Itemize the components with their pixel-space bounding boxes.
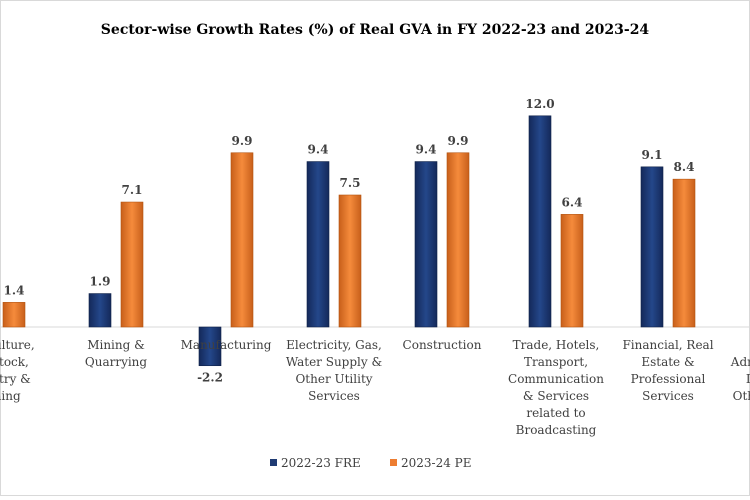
data-label: 12.0	[525, 97, 554, 111]
data-label: 8.4	[674, 160, 695, 174]
data-label: -2.2	[197, 371, 223, 385]
data-label: 9.1	[642, 148, 663, 162]
category-label: Defence &	[746, 372, 750, 386]
category-label: related to	[526, 406, 585, 420]
chart-title: Sector-wise Growth Rates (%) of Real GVA…	[101, 22, 650, 38]
category-label: Transport,	[524, 355, 588, 369]
data-label: 9.4	[416, 143, 437, 157]
bar-pe	[338, 194, 362, 328]
data-label: 6.4	[562, 195, 583, 209]
category-label: Forestry &	[0, 372, 31, 386]
category-label: Services	[642, 389, 694, 403]
bar-fre	[306, 161, 330, 328]
category-label: Manufacturing	[181, 338, 272, 352]
bar-pe	[560, 214, 584, 328]
legend-swatch-pe	[390, 459, 397, 466]
bar-fre	[88, 293, 112, 328]
legend: 2022-23 FRE 2023-24 PE	[270, 456, 472, 470]
category-label: Trade, Hotels,	[513, 338, 600, 352]
legend-label-pe: 2023-24 PE	[401, 456, 472, 470]
bar-pe	[2, 302, 26, 328]
data-label: 7.5	[340, 176, 361, 190]
legend-label-fre: 2022-23 FRE	[281, 456, 361, 470]
category-label: Communication	[508, 372, 604, 386]
category-label: Fishing	[0, 389, 21, 403]
category-label: Financial, Real	[622, 338, 713, 352]
category-label: Livestock,	[0, 355, 29, 369]
category-label: Quarrying	[85, 355, 148, 369]
category-label: Broadcasting	[516, 423, 597, 437]
data-label: 1.9	[90, 275, 111, 289]
bar-fre	[528, 115, 552, 328]
category-label: Mining &	[87, 338, 145, 352]
category-label: Estate &	[641, 355, 695, 369]
legend-swatch-fre	[270, 459, 277, 466]
category-label: Other Utility	[295, 372, 372, 386]
data-label: 9.9	[448, 134, 469, 148]
category-label: Agriculture,	[0, 338, 35, 352]
category-label: Electricity, Gas,	[286, 338, 382, 352]
category-label: & Services	[523, 389, 589, 403]
data-label: 9.4	[308, 143, 329, 157]
bar-fre	[198, 326, 222, 367]
category-label: Administration,	[730, 355, 750, 369]
category-label: Services	[308, 389, 360, 403]
category-label: Other Services	[733, 389, 750, 403]
category-label: Construction	[403, 338, 482, 352]
bar-pe	[230, 152, 254, 328]
bar-pe	[446, 152, 470, 328]
bar-pe	[672, 178, 696, 328]
bar-pe	[120, 201, 144, 328]
data-label: 1.4	[4, 283, 25, 297]
data-label: 9.9	[232, 134, 253, 148]
category-label: Professional	[631, 372, 706, 386]
category-label: Water Supply &	[286, 355, 383, 369]
bar-fre	[640, 166, 664, 328]
bar-fre	[414, 161, 438, 328]
data-label: 7.1	[122, 183, 143, 197]
